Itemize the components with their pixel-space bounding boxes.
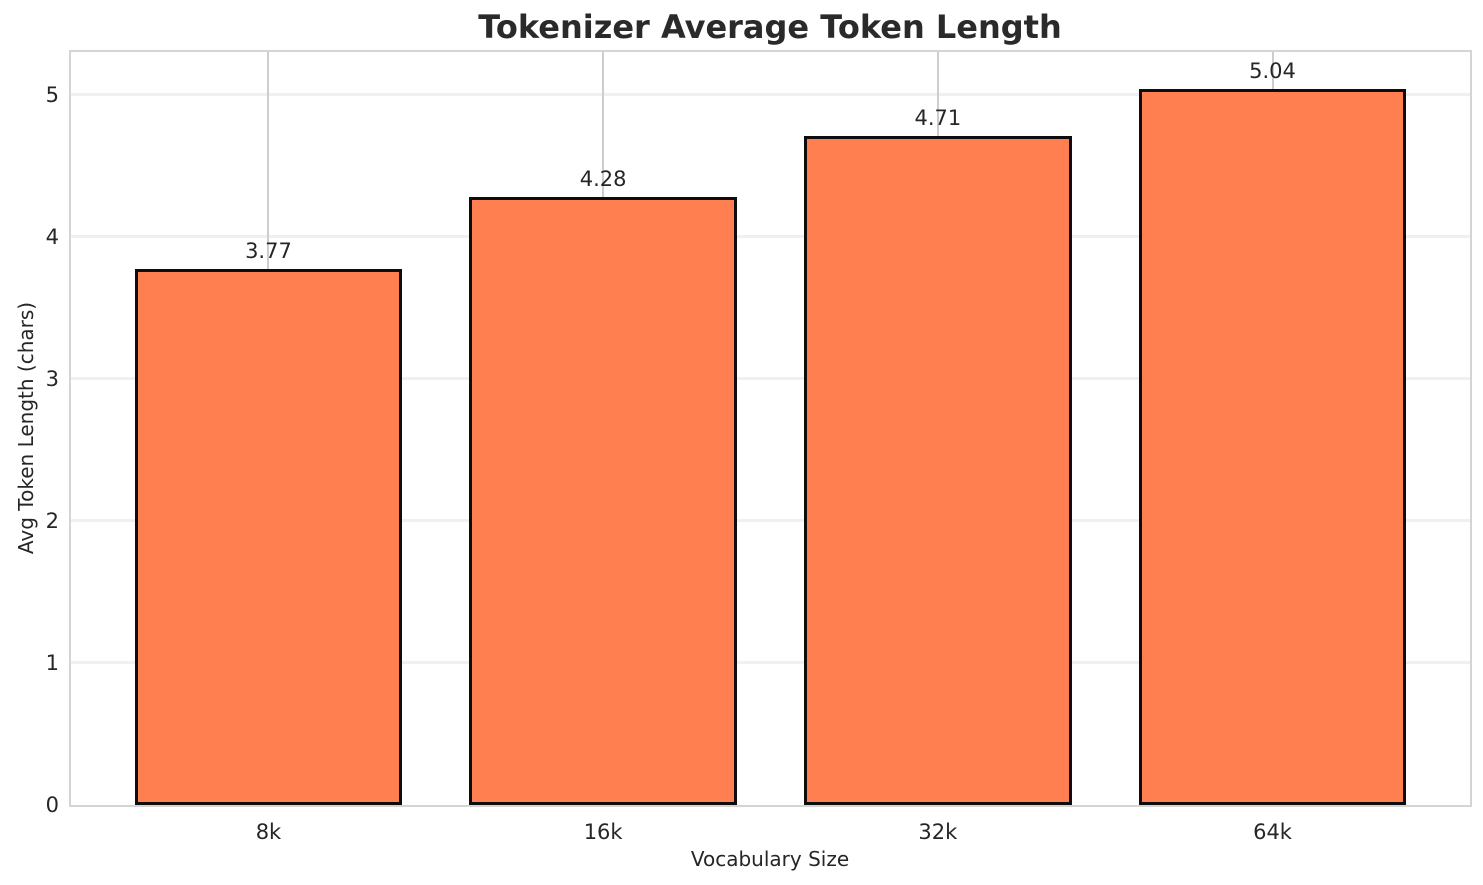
y-gridline [71, 93, 1470, 97]
y-gridline [71, 377, 1470, 381]
bar-16k [469, 196, 738, 805]
x-tick-label: 8k [255, 820, 282, 844]
y-tick-label: 5 [45, 82, 59, 107]
bar-value-label: 4.71 [914, 105, 962, 130]
bar-8k [134, 269, 403, 805]
y-gridline [71, 519, 1470, 523]
y-tick-label: 3 [45, 366, 59, 391]
x-tick-label: 32k [918, 820, 958, 844]
x-tick-label: 16k [583, 820, 623, 844]
y-tick-label: 0 [45, 793, 59, 817]
y-gridline [71, 661, 1470, 665]
plot-area: 3.77 4.28 4.71 5.04 [69, 50, 1472, 807]
y-gridline [71, 235, 1470, 239]
y-tick-label: 1 [45, 650, 59, 675]
bar-value-label: 5.04 [1249, 58, 1296, 83]
y-tick-label: 4 [45, 224, 59, 249]
bar-64k [1138, 88, 1407, 805]
x-axis-title: Vocabulary Size [690, 847, 850, 871]
y-axis-title: Avg Token Length (chars) [14, 301, 38, 555]
bar-value-label: 4.28 [579, 166, 627, 191]
chart-title: Tokenizer Average Token Length [478, 8, 1062, 46]
bar-value-label: 3.77 [245, 239, 292, 264]
bar-32k [803, 135, 1072, 805]
y-tick-label: 2 [45, 508, 59, 533]
x-tick-label: 64k [1253, 820, 1292, 844]
